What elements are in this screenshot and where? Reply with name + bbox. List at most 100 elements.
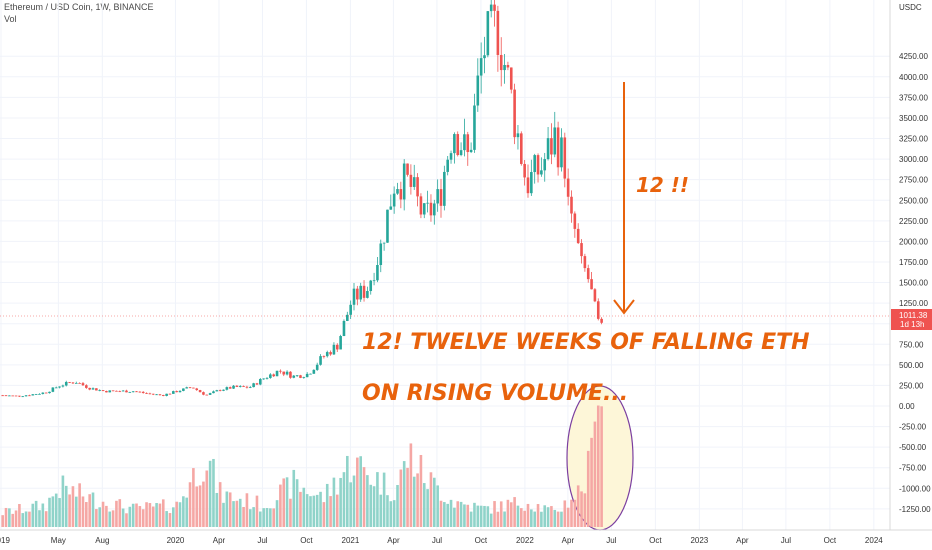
- chart-title: Ethereum / USD Coin, 1W, BINANCE: [4, 2, 154, 12]
- candle-body: [463, 134, 466, 151]
- volume-bar: [228, 492, 232, 527]
- volume-bar: [121, 508, 125, 527]
- price-tick-label: 3500.00: [899, 114, 928, 123]
- candle-body: [269, 374, 272, 378]
- volume-bar: [74, 496, 78, 527]
- price-tick-label: -250.00: [899, 423, 927, 432]
- volume-bar: [125, 513, 128, 527]
- candle-body: [586, 268, 590, 280]
- candle-body: [85, 385, 88, 388]
- volume-bar: [24, 511, 28, 527]
- volume-bar: [295, 479, 299, 527]
- candle-body: [101, 390, 105, 391]
- candle-body: [359, 285, 362, 300]
- volume-bar: [366, 475, 369, 527]
- volume-bar: [222, 502, 225, 527]
- volume-bar: [255, 495, 259, 527]
- candle-body: [105, 390, 108, 393]
- volume-bar: [279, 484, 282, 527]
- volume-bar: [282, 478, 286, 527]
- candle-body: [48, 391, 51, 394]
- candle-body: [34, 394, 38, 395]
- volume-bar: [172, 507, 175, 527]
- candle-body: [503, 64, 506, 71]
- candle-body: [342, 320, 346, 337]
- volume-bar: [185, 497, 189, 527]
- candle-body: [349, 304, 352, 315]
- candle-body: [526, 177, 530, 194]
- headline-annotation: 12! TWELVE WEEKS OF FALLING ETH: [362, 330, 810, 355]
- candle-body: [476, 75, 480, 106]
- volume-bar: [506, 499, 510, 527]
- volume-bar: [392, 500, 396, 527]
- volume-bar: [443, 502, 446, 527]
- volume-bar: [305, 494, 309, 527]
- candle-body: [18, 395, 21, 397]
- candle-body: [151, 393, 155, 395]
- price-tick-label: 3250.00: [899, 135, 928, 144]
- candle-body: [329, 352, 332, 355]
- volume-bar: [252, 507, 255, 527]
- volume-bar: [540, 511, 543, 527]
- candle-body: [406, 163, 409, 175]
- candle-body: [295, 375, 299, 377]
- candle-body: [275, 370, 279, 377]
- candle-body: [289, 371, 292, 378]
- candle-body: [389, 206, 393, 210]
- candle-body: [64, 381, 68, 386]
- candle-body: [121, 390, 125, 392]
- volume-bar: [1, 515, 4, 527]
- arrow-label: 12 !!: [636, 173, 689, 197]
- time-tick-label: Jul: [606, 536, 616, 545]
- candle-body: [339, 336, 342, 350]
- volume-bar: [513, 497, 516, 527]
- volume-bar: [289, 498, 292, 527]
- candle-body: [195, 388, 199, 391]
- time-tick-label: Jul: [781, 536, 791, 545]
- volume-bar: [329, 496, 332, 527]
- candle-body: [148, 393, 152, 395]
- candle-body: [188, 387, 192, 389]
- candle-body: [302, 377, 306, 378]
- candle-body: [319, 356, 322, 365]
- volume-bar: [580, 491, 583, 527]
- candle-body: [178, 390, 182, 393]
- candle-body: [202, 392, 205, 395]
- volume-bar: [285, 477, 289, 527]
- volume-bar: [573, 499, 577, 527]
- price-tick-label: 3750.00: [899, 93, 928, 102]
- candle-body: [168, 393, 172, 395]
- volume-bar: [342, 472, 346, 527]
- volume-bar: [235, 500, 239, 527]
- candle-body: [396, 189, 399, 194]
- candle-body: [433, 203, 436, 216]
- candle-body: [38, 393, 41, 395]
- candle-body: [553, 127, 557, 155]
- candle-body: [376, 265, 379, 281]
- candle-body: [165, 393, 168, 396]
- volume-bar: [332, 477, 336, 527]
- candle-body: [473, 105, 476, 150]
- candle-body: [583, 256, 587, 269]
- volume-bar: [188, 482, 192, 527]
- volume-bar: [499, 501, 503, 527]
- price-tag-countdown: 1d 13h: [900, 320, 924, 329]
- volume-bar: [533, 511, 536, 527]
- candle-body: [125, 390, 128, 393]
- candle-body: [486, 11, 490, 56]
- volume-bar: [212, 458, 215, 527]
- candle-body: [386, 209, 389, 243]
- candle-body: [493, 4, 496, 11]
- candle-body: [61, 385, 65, 387]
- volume-bar: [593, 421, 597, 527]
- candle-body: [265, 377, 269, 379]
- volume-bar: [198, 485, 202, 527]
- candle-body: [208, 393, 212, 395]
- candle-body: [530, 172, 533, 194]
- volume-bar: [459, 501, 463, 527]
- candle-body: [212, 391, 215, 394]
- volume-bar: [349, 482, 352, 527]
- volume-bar: [453, 507, 456, 527]
- candle-body: [520, 133, 523, 164]
